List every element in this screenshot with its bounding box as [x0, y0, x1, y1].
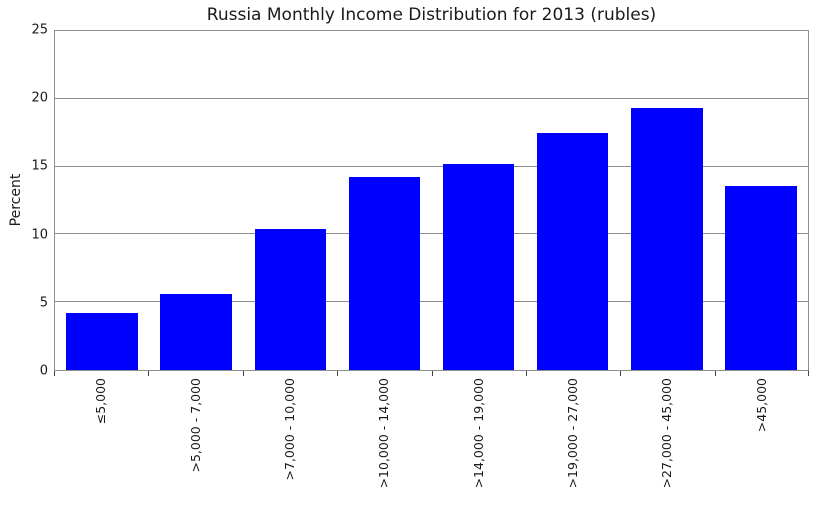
x-tick-label-text: ≤5,000: [93, 378, 109, 425]
x-tick-label-text: >19,000 - 27,000: [564, 378, 580, 489]
bar: [66, 313, 138, 370]
x-axis-ticks: [54, 371, 809, 377]
y-axis: 0 5 10 15 20 25: [0, 24, 48, 378]
x-tick-mark: [242, 371, 244, 376]
y-tick-label: 0: [39, 363, 48, 379]
x-tick-label: >19,000 - 27,000: [565, 378, 581, 488]
x-tick-label: >14,000 - 19,000: [471, 378, 487, 488]
y-tick-label: 10: [31, 227, 48, 243]
bar: [725, 185, 797, 370]
y-tick-label: 25: [31, 22, 48, 38]
x-tick-mark: [148, 371, 150, 376]
y-tick-label: 15: [31, 158, 48, 174]
x-tick-mark: [337, 371, 339, 376]
x-tick-label-text: >7,000 - 10,000: [281, 378, 297, 481]
x-tick-label: >10,000 - 14,000: [376, 378, 392, 488]
bar: [631, 108, 703, 370]
x-tick-mark: [525, 371, 527, 376]
bar: [160, 294, 232, 370]
x-tick-label-text: >10,000 - 14,000: [376, 378, 392, 489]
x-tick-mark: [714, 371, 716, 376]
y-tick-label: 20: [31, 90, 48, 106]
x-tick-label: >5,000 - 7,000: [187, 378, 203, 473]
x-tick-label-text: >5,000 - 7,000: [187, 378, 203, 473]
x-tick-label-text: >14,000 - 19,000: [470, 378, 486, 489]
plot-area: [54, 30, 809, 371]
x-tick-label: >7,000 - 10,000: [282, 378, 298, 480]
bar: [442, 163, 515, 370]
x-tick-mark: [54, 371, 55, 376]
gridline: [55, 301, 808, 303]
x-axis-labels: ≤5,000 >5,000 - 7,000 >7,000 - 10,000 >10,0…: [54, 378, 809, 508]
x-tick-mark: [431, 371, 433, 376]
gridline: [55, 233, 808, 235]
bar: [536, 132, 609, 370]
gridline: [55, 97, 808, 99]
x-tick-label: >27,000 - 45,000: [659, 378, 675, 488]
x-tick-label-text: >45,000: [753, 378, 769, 433]
x-tick-label: ≤5,000: [93, 378, 109, 424]
gridline: [55, 165, 808, 167]
bar: [348, 177, 421, 370]
x-tick-mark: [620, 371, 622, 376]
x-tick-label-text: >27,000 - 45,000: [659, 378, 675, 489]
bar: [254, 228, 327, 370]
x-tick-mark: [808, 371, 809, 376]
chart-title: Russia Monthly Income Distribution for 2…: [206, 5, 657, 25]
y-tick-label: 5: [39, 295, 48, 311]
x-tick-label: >45,000: [754, 378, 770, 432]
